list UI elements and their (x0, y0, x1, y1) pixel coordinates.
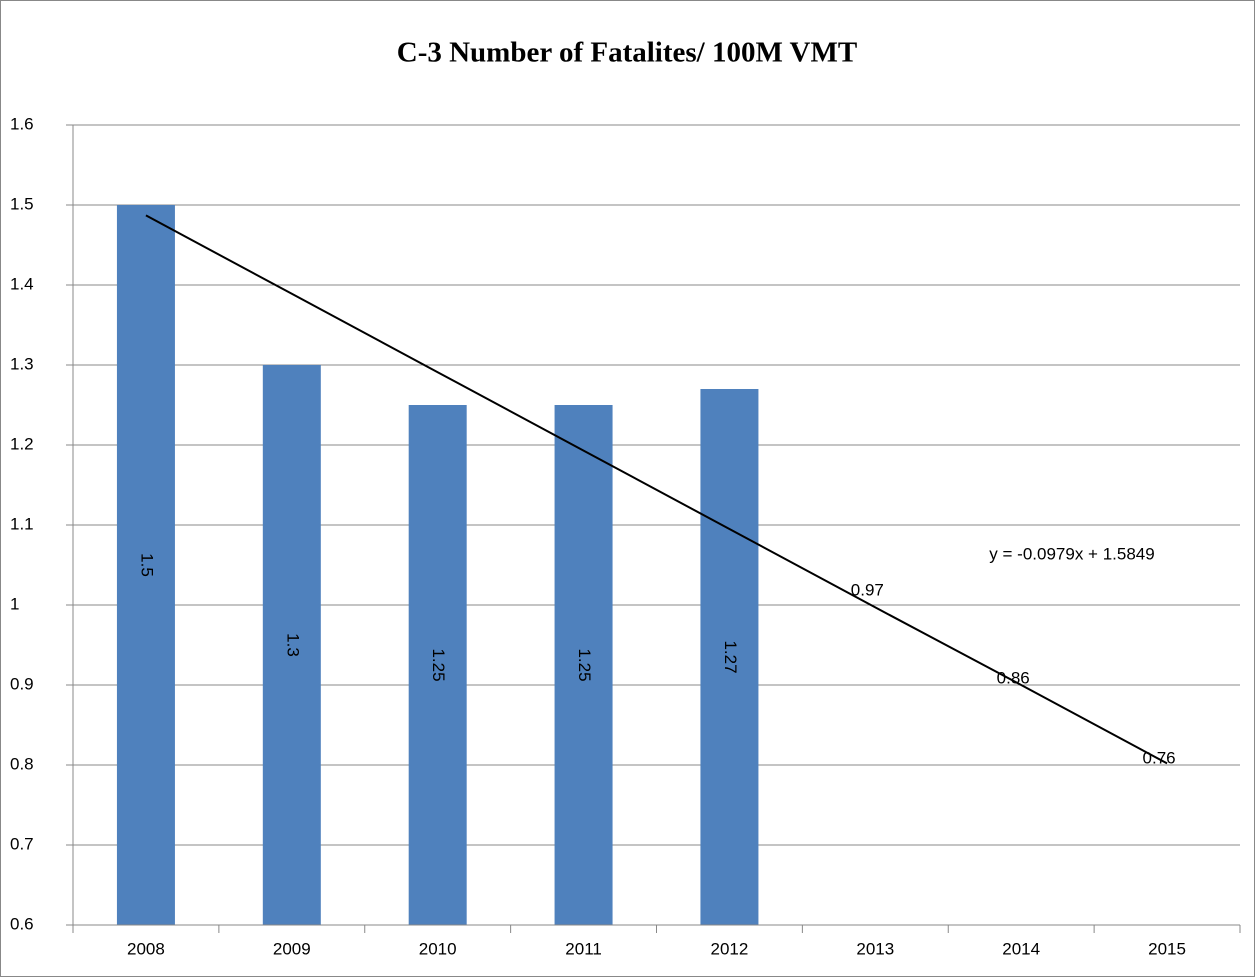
x-tick-label: 2010 (419, 939, 457, 958)
y-tick-label: 0.7 (10, 834, 34, 853)
x-tick-label: 2014 (1002, 939, 1040, 958)
bar (408, 405, 467, 925)
y-tick-label: 1.1 (10, 514, 34, 533)
bar (554, 405, 613, 925)
y-tick-label: 0.8 (10, 754, 34, 773)
projection-label: 0.86 (997, 668, 1030, 687)
x-tick-label: 2015 (1148, 939, 1186, 958)
y-tick-label: 0.6 (10, 914, 34, 933)
x-tick-label: 2012 (711, 939, 749, 958)
projection-label: 0.76 (1143, 748, 1176, 767)
projection-label: 0.97 (851, 580, 884, 599)
bar (262, 365, 321, 925)
x-tick-label: 2013 (856, 939, 894, 958)
trendline (145, 214, 1168, 765)
bar (116, 205, 175, 925)
bar-value-label: 1.5 (137, 553, 156, 577)
y-tick-label: 1.6 (10, 114, 34, 133)
y-tick-label: 1.3 (10, 354, 34, 373)
y-tick-label: 1.4 (10, 274, 34, 293)
y-tick-label: 1 (10, 594, 19, 613)
x-tick-label: 2009 (273, 939, 311, 958)
bar-value-label: 1.27 (721, 640, 740, 673)
bar (700, 389, 759, 925)
trendline-equation: y = -0.0979x + 1.5849 (989, 544, 1154, 563)
bar-value-label: 1.25 (575, 648, 594, 681)
y-tick-label: 1.5 (10, 194, 34, 213)
y-tick-label: 1.2 (10, 434, 34, 453)
x-tick-label: 2008 (127, 939, 165, 958)
chart-title: C-3 Number of Fatalites/ 100M VMT (397, 37, 857, 69)
x-tick-label: 2011 (565, 939, 602, 958)
y-tick-label: 0.9 (10, 674, 34, 693)
bar-value-label: 1.3 (283, 633, 302, 657)
bar-value-label: 1.25 (429, 648, 448, 681)
